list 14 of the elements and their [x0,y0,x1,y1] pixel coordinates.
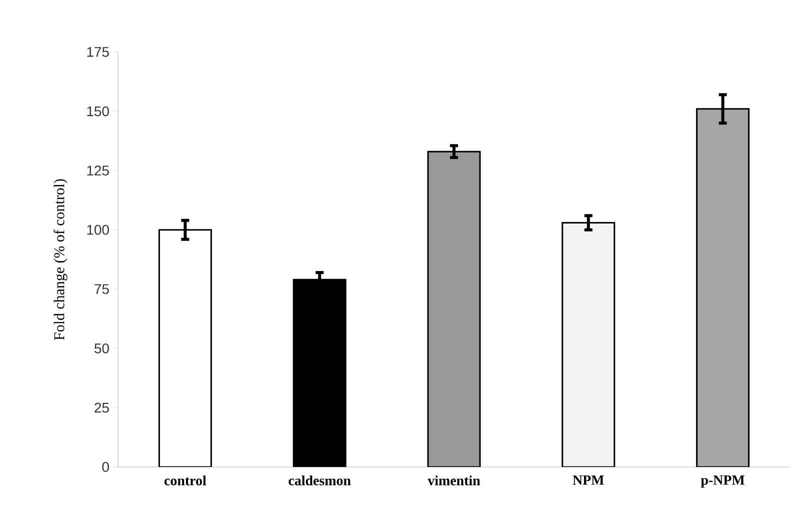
y-tick-label: 150 [87,106,109,116]
y-tick-label: 75 [94,284,109,294]
y-tick-label: 175 [87,47,109,57]
y-tick-label: 125 [87,166,109,176]
y-tick-label: 50 [94,343,109,354]
x-tick-label: NPM [572,476,604,485]
y-tick-label: 0 [102,462,109,472]
y-axis-title: Fold change (% of control) [54,179,68,340]
y-tick-label: 100 [87,224,109,235]
x-tick-label: vimentin [428,476,480,486]
x-tick-label: control [164,476,206,486]
x-tick-label: caldesmon [288,476,351,486]
y-tick-label: 25 [94,402,109,413]
x-tick-label: p-NPM [700,476,744,488]
